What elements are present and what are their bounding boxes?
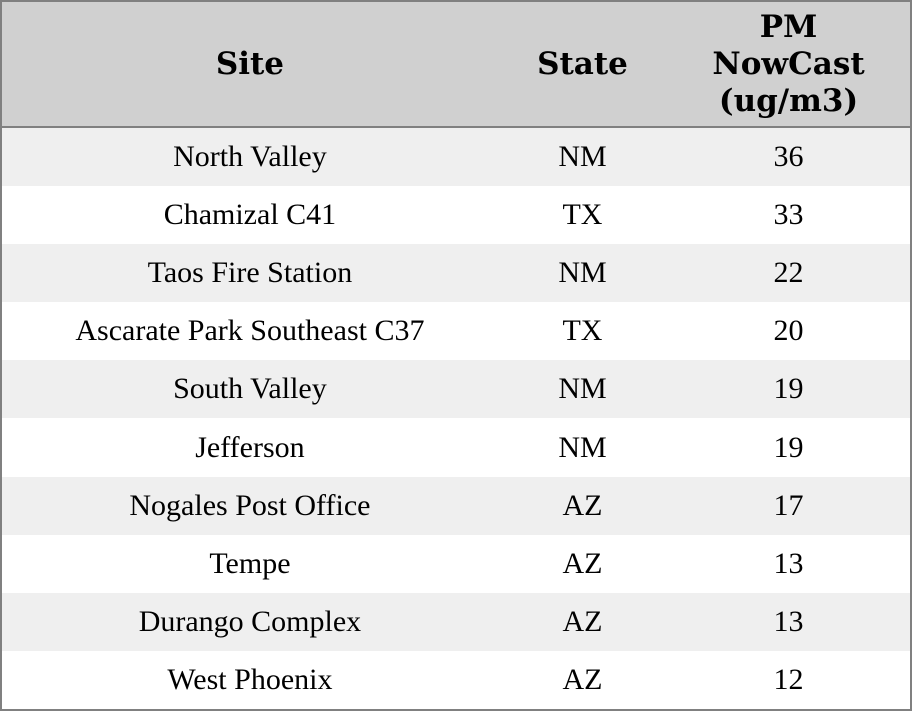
- table-row: Jefferson NM 19: [1, 418, 911, 477]
- state-cell: TX: [562, 314, 603, 348]
- column-header-pm-nowcast-label: PM NowCast (ug/m3): [712, 8, 865, 119]
- table-row: Durango Complex AZ 13: [1, 592, 911, 651]
- table-row: Nogales Post Office AZ 17: [1, 476, 911, 535]
- header-row: Site State PM NowCast (ug/m3): [1, 1, 911, 128]
- site-cell: Nogales Post Office: [129, 488, 371, 522]
- site-cell: Jefferson: [195, 430, 305, 464]
- pm-nowcast-cell: 19: [773, 430, 804, 464]
- site-cell: Durango Complex: [138, 604, 362, 638]
- table-row: North Valley NM 36: [1, 127, 911, 187]
- site-cell: South Valley: [173, 372, 327, 406]
- table-row: Ascarate Park Southeast C37 TX 20: [1, 302, 911, 361]
- state-cell: TX: [562, 198, 603, 232]
- pm-nowcast-cell: 19: [773, 372, 804, 406]
- pm-nowcast-cell: 22: [773, 256, 804, 290]
- pm-nowcast-cell: 20: [773, 314, 804, 348]
- table-body: North Valley NM 36 Chamizal C41 TX 33 Taos Fir…: [1, 127, 911, 710]
- column-header-pm-nowcast: PM NowCast (ug/m3): [667, 1, 911, 128]
- table-row: West Phoenix AZ 12: [1, 650, 911, 710]
- column-header-state: State: [497, 1, 668, 128]
- state-cell: AZ: [562, 488, 603, 522]
- pm-nowcast-cell: 13: [773, 604, 804, 638]
- state-cell: NM: [558, 430, 607, 464]
- state-cell: NM: [558, 256, 607, 290]
- table-row: Taos Fire Station NM 22: [1, 244, 911, 303]
- site-cell: Tempe: [209, 546, 291, 580]
- pm-nowcast-cell: 13: [773, 546, 804, 580]
- state-cell: NM: [558, 372, 607, 406]
- column-header-site: Site: [1, 1, 498, 128]
- site-cell: West Phoenix: [167, 662, 333, 696]
- site-cell: North Valley: [173, 140, 327, 174]
- state-cell: AZ: [562, 546, 603, 580]
- site-cell: Chamizal C41: [163, 198, 337, 232]
- table-row: South Valley NM 19: [1, 360, 911, 419]
- pm-nowcast-cell: 33: [773, 198, 804, 232]
- pm-nowcast-cell: 36: [773, 140, 804, 174]
- site-cell: Taos Fire Station: [147, 256, 353, 290]
- state-cell: AZ: [562, 662, 603, 696]
- table-row: Chamizal C41 TX 33: [1, 186, 911, 245]
- pm-nowcast-cell: 12: [773, 662, 804, 696]
- table-header: Site State PM NowCast (ug/m3): [1, 1, 911, 128]
- state-cell: NM: [558, 140, 607, 174]
- pm-nowcast-cell: 17: [773, 488, 804, 522]
- state-cell: AZ: [562, 604, 603, 638]
- site-cell: Ascarate Park Southeast C37: [75, 314, 425, 348]
- table-row: Tempe AZ 13: [1, 534, 911, 593]
